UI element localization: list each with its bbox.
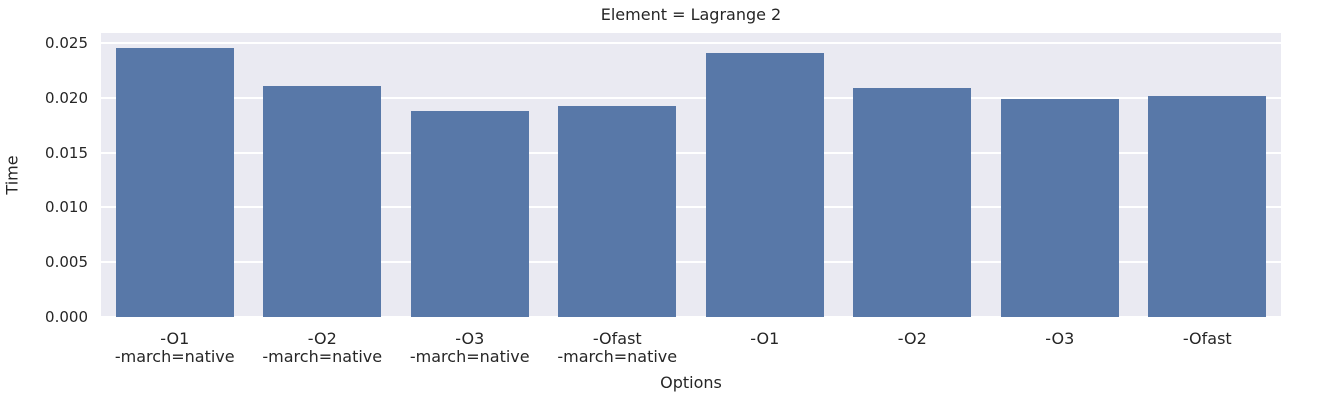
bar-4 [705,52,824,317]
x-tick-label: -O1 [750,329,780,348]
x-tick-label: -O2 -march=native [262,329,383,366]
x-tick-label: -Ofast -march=native [557,329,678,366]
x-tick-label: -O3 -march=native [409,329,530,366]
x-tick-label: -Ofast [1182,329,1232,348]
bar-6 [1000,98,1119,317]
bar-2 [410,110,529,317]
bar-1 [263,85,382,317]
bar-3 [558,106,677,317]
x-tick-label: -O3 [1045,329,1075,348]
y-tick-label: 0.025 [45,33,88,52]
gridline [101,206,1281,209]
x-axis-label: Options [660,373,722,392]
gridline [101,41,1281,44]
bar-7 [1148,95,1267,317]
gridline [101,96,1281,99]
y-tick-label: 0.005 [45,253,88,272]
y-tick-label: 0.020 [45,88,88,107]
gridline [101,316,1281,318]
y-tick-label: 0.000 [45,308,88,326]
x-tick-label: -O1 -march=native [114,329,235,366]
y-tick-label: 0.015 [45,143,88,162]
bar-0 [115,48,234,317]
bar-5 [853,87,972,317]
chart-title: Element = Lagrange 2 [600,5,782,24]
plot-area [101,33,1281,318]
y-tick-label: 0.010 [45,198,88,217]
x-tick-label: -O2 [897,329,927,348]
gridline [101,261,1281,264]
gridline [101,151,1281,154]
